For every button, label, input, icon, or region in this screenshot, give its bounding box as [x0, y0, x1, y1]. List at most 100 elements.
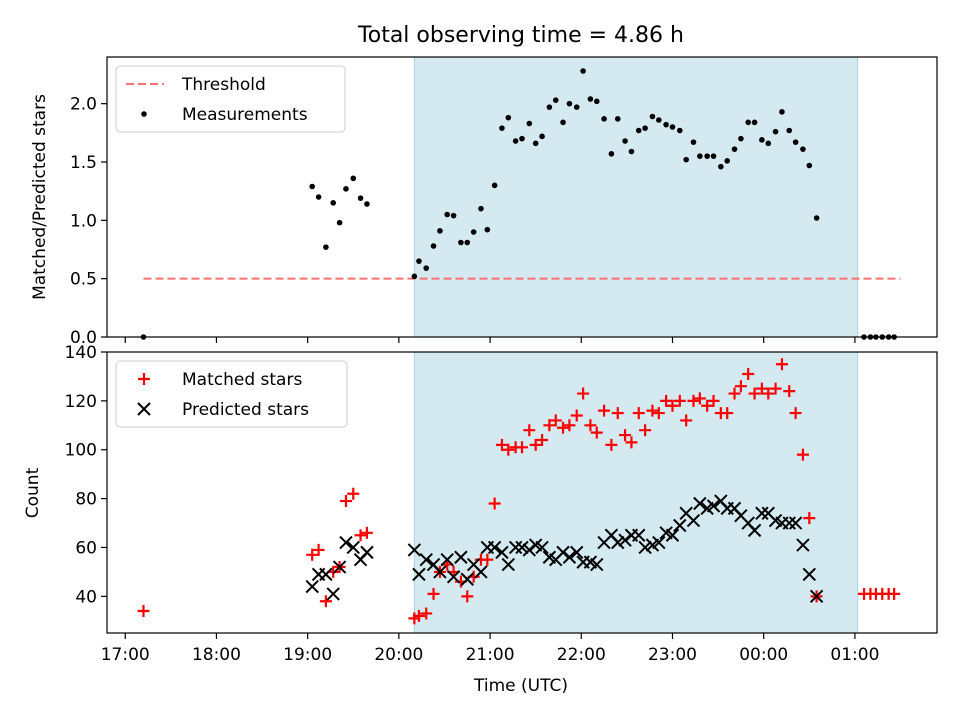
predicted-point-64 [782, 516, 796, 530]
predicted-point-19 [474, 565, 488, 579]
predicted-point-36 [590, 557, 604, 572]
measurement-point-48 [669, 124, 676, 130]
predicted-point-28 [535, 540, 549, 555]
matched-point-39 [605, 438, 618, 451]
bottom-y-label: Count [23, 467, 43, 518]
matched-point-47 [660, 394, 673, 407]
measurement-point-31 [552, 97, 559, 103]
predicted-point-25 [515, 540, 529, 555]
bottom-legend: Matched stars Predicted stars [115, 360, 348, 428]
measurement-point-9 [364, 201, 370, 207]
matched-point-52 [693, 392, 706, 405]
measurement-point-42 [628, 148, 635, 155]
predicted-point-47 [665, 528, 680, 542]
matched-point-64 [775, 358, 788, 371]
matched-point-0 [137, 605, 150, 618]
matched-point-33 [563, 419, 576, 432]
top-legend-box [115, 65, 346, 133]
matched-point-49 [673, 394, 686, 407]
bottom-x-axis: 17:00 18:00 19:00 20:00 21:00 22:00 23:00 00:00… [101, 633, 879, 665]
measurement-point-12 [423, 265, 430, 271]
measurement-point-45 [649, 113, 656, 120]
bottom-legend-swatch-1 [137, 402, 151, 416]
x-tick-label-0: 17:00 [101, 645, 150, 665]
matched-point-12 [420, 607, 433, 620]
measurement-point-5 [336, 219, 343, 226]
matched-point-44 [639, 424, 652, 437]
bottom-y-tick-label-2: 80 [75, 490, 97, 510]
bottom-legend-swatch-0 [138, 373, 150, 385]
measurement-point-6 [343, 186, 349, 192]
measurement-point-41 [622, 138, 628, 144]
bottom-y-tick-label-1: 60 [75, 538, 97, 558]
predicted-point-43 [638, 540, 652, 555]
measurement-point-38 [601, 116, 607, 122]
matched-point-66 [789, 407, 802, 420]
predicted-point-45 [652, 535, 666, 550]
bottom-points-matched [137, 358, 901, 625]
bottom-y-tick-label-4: 120 [65, 392, 97, 412]
bottom-y-axis: 40 60 80 100 120 140 [65, 343, 107, 607]
x-axis-label: Time (UTC) [473, 676, 568, 696]
bottom-legend-label-0: Matched stars [182, 370, 302, 390]
matched-point-75 [888, 587, 901, 600]
predicted-point-31 [556, 545, 570, 560]
bottom-y-tick-label-0: 40 [75, 587, 97, 607]
top-plot-frame [106, 56, 938, 338]
matched-point-22 [488, 497, 501, 510]
matched-point-57 [728, 387, 741, 400]
measurement-point-66 [792, 139, 799, 145]
predicted-point-24 [508, 540, 523, 555]
measurement-point-63 [772, 128, 779, 135]
measurement-point-35 [580, 68, 586, 74]
x-tick-label-2: 19:00 [283, 645, 332, 665]
matched-point-65 [783, 385, 796, 398]
measurement-point-62 [765, 140, 772, 147]
top-legend-label-1: Measurements [182, 105, 308, 125]
measurement-point-30 [546, 104, 553, 110]
matched-point-2 [312, 543, 325, 556]
matched-point-51 [687, 394, 700, 407]
predicted-point-15 [446, 570, 461, 584]
matched-point-11 [412, 609, 425, 622]
top-legend: Threshold Measurements [115, 65, 346, 133]
top-y-tick-label-0: 0.0 [70, 328, 97, 348]
measurement-point-37 [593, 98, 600, 105]
measurement-point-1 [309, 183, 316, 190]
top-y-tick-label-3: 1.5 [70, 153, 97, 173]
predicted-point-32 [562, 550, 577, 564]
predicted-point-40 [618, 533, 632, 547]
measurement-point-55 [718, 163, 724, 170]
predicted-point-3 [326, 587, 340, 601]
measurement-point-2 [315, 194, 322, 200]
predicted-point-65 [788, 516, 803, 530]
measurement-point-3 [323, 244, 329, 250]
measurement-point-58 [738, 135, 744, 142]
matched-point-1 [306, 548, 319, 561]
predicted-point-48 [673, 518, 687, 533]
predicted-point-21 [487, 540, 502, 555]
predicted-point-51 [693, 496, 707, 511]
measurement-point-20 [478, 205, 484, 212]
x-tick-label-3: 20:00 [374, 645, 423, 665]
matched-point-30 [543, 419, 556, 432]
matched-point-59 [742, 367, 755, 380]
measurement-point-4 [330, 200, 336, 206]
measurement-point-59 [745, 119, 751, 126]
matched-point-45 [646, 404, 659, 417]
bottom-plot-frame [106, 351, 938, 634]
measurement-point-29 [539, 133, 545, 140]
measurement-point-43 [635, 127, 642, 134]
x-tick-label-6: 23:00 [648, 645, 697, 665]
measurement-point-53 [704, 153, 710, 159]
matched-point-6 [339, 495, 352, 508]
predicted-point-23 [501, 557, 516, 572]
measurement-point-49 [676, 127, 683, 134]
measurement-point-7 [350, 175, 357, 182]
predicted-point-5 [339, 535, 353, 550]
measurement-point-15 [444, 211, 451, 218]
matched-point-60 [748, 387, 761, 400]
measurement-point-14 [437, 228, 443, 234]
top-y-label: Matched/Predicted stars [30, 94, 50, 300]
bottom-points-predicted [305, 494, 824, 604]
